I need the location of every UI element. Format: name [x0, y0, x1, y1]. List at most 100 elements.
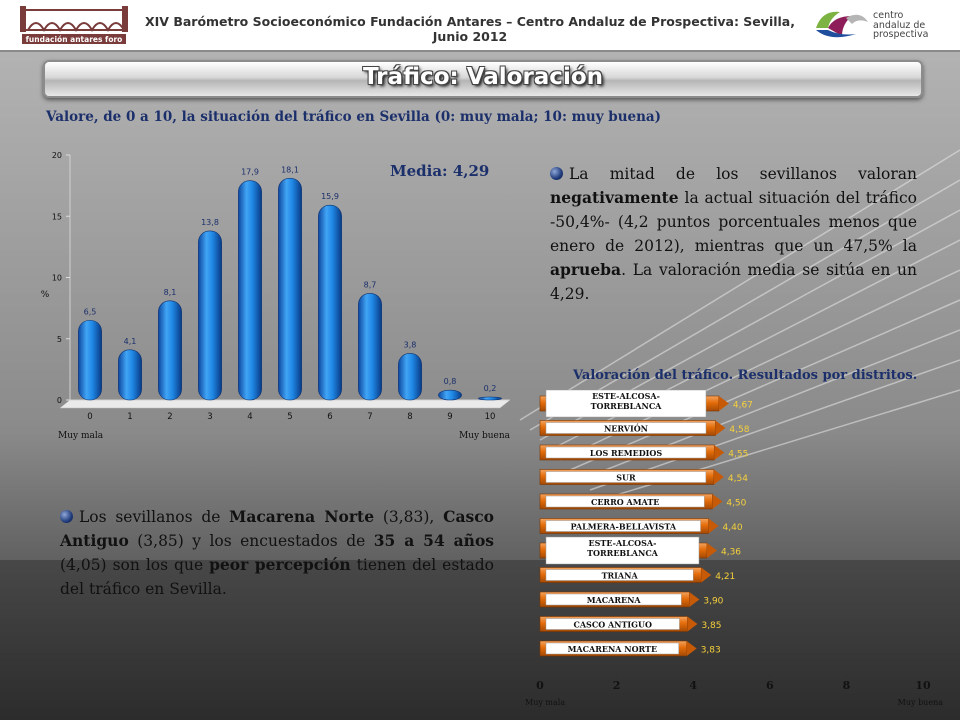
district-value-label: 3,90 — [703, 597, 723, 607]
para1-bold-1: negativamente — [550, 188, 679, 207]
histogram-bar — [198, 230, 222, 401]
x-end-label-high: Muy buena — [459, 431, 511, 441]
y-tick-label: 5 — [57, 335, 62, 344]
para1-bold-2: aprueba — [550, 260, 622, 279]
para2-text-3: (3,85) y los encuestados de — [128, 532, 374, 550]
right-logo-text: centro andaluz de prospectiva — [873, 11, 928, 40]
district-value-label: 4,50 — [726, 499, 746, 509]
bar-value-label: 3,8 — [404, 340, 417, 349]
bar-value-label: 13,8 — [201, 218, 219, 227]
centro-andaluz-logo-mark — [816, 11, 868, 38]
histogram-bar — [398, 353, 422, 401]
para2-bold-2: Casco Antiguo — [60, 507, 494, 550]
district-label-box — [545, 520, 701, 532]
para2-text-1: Los sevillanos de — [79, 508, 230, 526]
histogram-bar — [118, 349, 142, 401]
right-logo-line-1: centro — [873, 10, 904, 21]
district-x-end-label-low: Muy mala — [525, 698, 565, 707]
header-bar: fundación antares foro XIV Barómetro Soc… — [0, 0, 960, 50]
district-bar-tip — [713, 469, 724, 485]
x-end-label-low: Muy mala — [58, 431, 104, 441]
para2-bold-1: Macarena Norte — [229, 507, 375, 526]
x-tick-label: 0 — [87, 412, 92, 422]
district-x-tick-label: 0 — [536, 679, 544, 692]
histogram-bar — [238, 180, 262, 401]
district-label: TRIANA — [602, 571, 639, 581]
para1-text-1: La mitad de los sevillanos valoran — [569, 165, 917, 183]
chart-floor — [59, 399, 511, 409]
fundacion-antares-logo: fundación antares foro — [20, 6, 128, 44]
district-label: CERRO AMATE — [591, 497, 659, 507]
district-label: MACARENA NORTE — [568, 644, 658, 654]
bar-value-label: 6,5 — [84, 307, 97, 316]
district-value-label: 4,36 — [721, 548, 741, 558]
rating-distribution-chart: 05101520%6,504,118,1213,8317,9418,1515,9… — [41, 151, 511, 441]
x-tick-label: 3 — [207, 412, 212, 422]
bar-value-label: 15,9 — [321, 192, 339, 201]
district-bar-tip — [689, 592, 700, 607]
header-divider — [0, 50, 960, 52]
summary-paragraph-1: La mitad de los sevillanos valoran negat… — [550, 162, 917, 306]
district-label-box — [545, 618, 680, 630]
header-title: XIV Barómetro Socioeconómico Fundación A… — [145, 14, 795, 44]
district-x-tick-label: 8 — [843, 679, 851, 692]
para2-bold-3: 35 a 54 años — [373, 531, 495, 550]
bullet-icon — [60, 510, 73, 523]
district-label: ESTE-ALCOSA-TORREBLANCA — [591, 391, 663, 411]
district-label-box — [545, 536, 700, 565]
district-bar-tip — [687, 616, 698, 632]
para2-bold-4: peor percepción — [209, 555, 351, 574]
y-tick-label: 20 — [52, 151, 62, 160]
right-logo-line-2: andaluz de — [873, 19, 926, 31]
district-label: LOS REMEDIOS — [590, 448, 663, 458]
para2-text-5: tienen del estado del tráfico en Sevilla… — [60, 556, 495, 598]
district-label-box — [545, 495, 705, 508]
district-bar-tip — [714, 445, 725, 460]
bar-value-label: 8,1 — [164, 288, 177, 297]
district-label: MACARENA — [587, 595, 642, 605]
district-bar-tip — [718, 396, 729, 411]
district-value-label: 3,85 — [701, 621, 721, 631]
survey-question: Valore, de 0 a 10, la situación del tráf… — [46, 109, 662, 125]
y-tick-label: 0 — [57, 396, 62, 405]
centro-andaluz-logo: centro andaluz de prospectiva — [810, 6, 950, 46]
district-label-box — [545, 389, 707, 418]
y-tick-label: 15 — [52, 212, 62, 221]
district-bar-tip — [715, 420, 726, 436]
district-rating-chart: ESTE-ALCOSA-TORREBLANCA 4,67 NERVIÓN 4,58 LO… — [525, 389, 943, 707]
bar-value-label: 17,9 — [241, 168, 259, 177]
summary-paragraph-2: Los sevillanos de Macarena Norte (3,83),… — [60, 505, 494, 601]
histogram-bar — [278, 177, 302, 401]
district-label: CASCO ANTIGUO — [573, 620, 651, 630]
x-tick-label: 7 — [367, 412, 372, 422]
district-x-tick-label: 6 — [766, 679, 774, 692]
slide-title-bar: Tráfico: Valoración — [43, 60, 923, 98]
x-tick-label: 9 — [447, 412, 452, 422]
para2-text-2: (3,83), — [374, 508, 444, 526]
bar-value-label: 4,1 — [124, 337, 137, 346]
district-value-label: 4,55 — [728, 450, 748, 460]
para1-text-2: la actual situación del tráfico -50,4%- … — [550, 189, 917, 255]
x-tick-label: 10 — [485, 412, 496, 422]
x-tick-label: 5 — [287, 412, 292, 422]
y-axis-label: % — [41, 290, 50, 300]
x-tick-label: 6 — [327, 412, 332, 422]
district-value-label: 4,21 — [715, 572, 735, 582]
right-logo-line-3: prospectiva — [873, 29, 929, 40]
para2-text-4: (4,05) son los que — [60, 556, 210, 574]
district-label: SUR — [616, 473, 636, 483]
histogram-bar — [478, 396, 502, 401]
district-x-tick-label: 2 — [613, 679, 621, 692]
histogram-bar — [158, 300, 182, 401]
district-x-tick-label: 4 — [689, 679, 697, 692]
x-tick-label: 1 — [127, 412, 132, 422]
district-value-label: 3,83 — [701, 646, 721, 656]
district-value-label: 4,58 — [729, 425, 749, 435]
district-label: PALMERA-BELLAVISTA — [570, 522, 676, 532]
district-bar-tip — [701, 567, 712, 583]
district-label-box — [545, 471, 707, 483]
y-tick-label: 10 — [52, 274, 62, 283]
bar-value-label: 0,8 — [444, 377, 457, 386]
district-bar-tip — [708, 518, 719, 534]
